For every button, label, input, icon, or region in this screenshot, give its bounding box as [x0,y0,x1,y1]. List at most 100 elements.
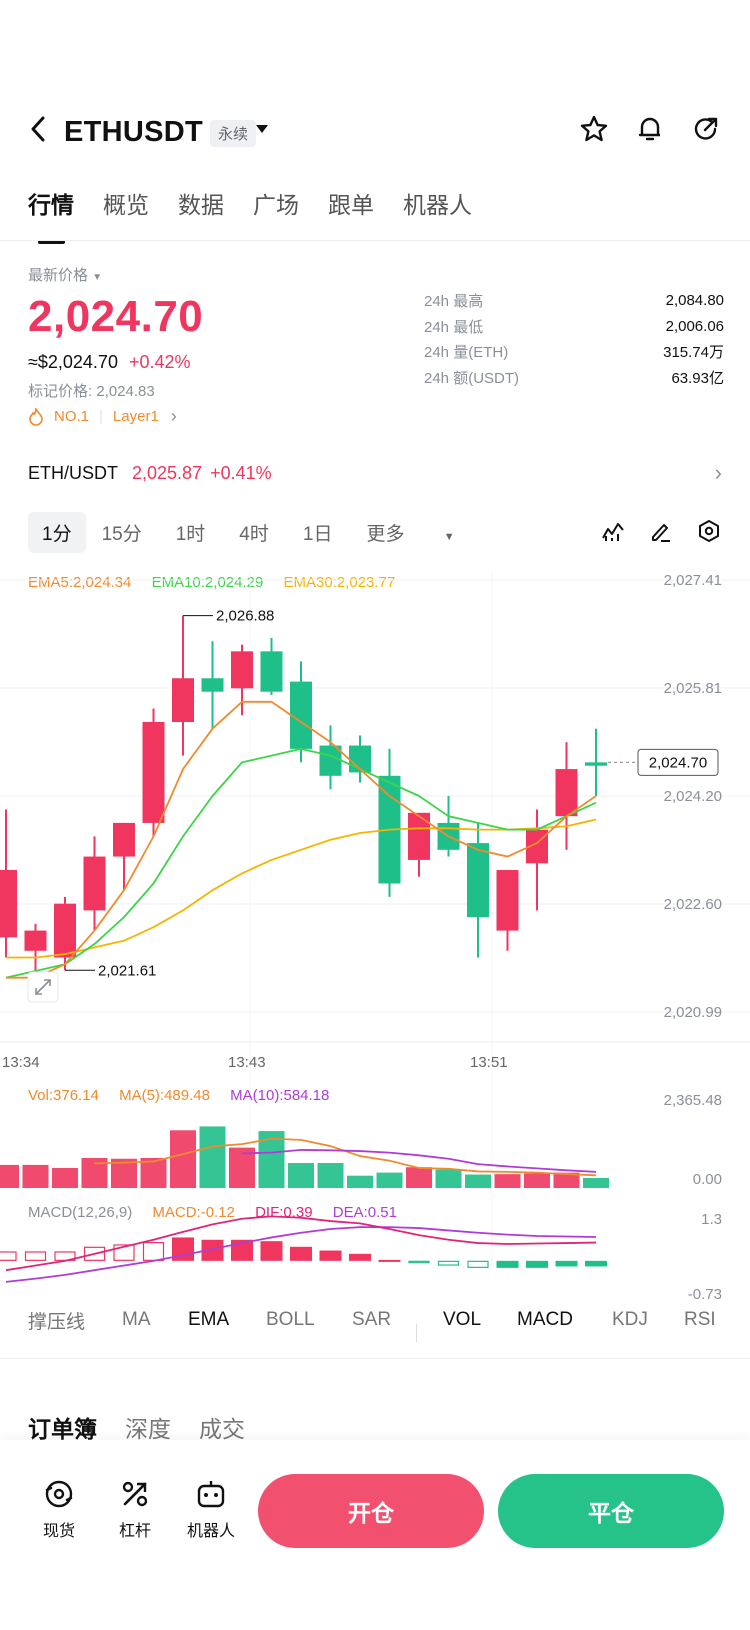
vol-ma10-line [241,1149,597,1173]
candle-body [467,843,489,918]
volume-bar [494,1174,521,1188]
tab-square[interactable]: 广场 [253,192,299,218]
ind-boll[interactable]: BOLL [266,1309,315,1330]
volume-bar [347,1175,373,1188]
tab-overview[interactable]: 概览 [103,192,149,218]
dif-legend: DIF:0.39 [255,1204,313,1221]
dea-legend: DEA:0.51 [332,1204,397,1221]
candle-body [290,681,312,749]
tf-1m[interactable]: 1分 [28,512,86,553]
macd-hist-bar [201,1239,224,1261]
y-tick-label: 2,022.60 [664,896,722,913]
tab-bots[interactable]: 机器人 [403,192,472,218]
macd-hist-bar [142,1242,165,1261]
bot-tool[interactable]: 机器人 [176,1478,246,1541]
back-icon[interactable] [24,114,52,144]
chevron-right-icon: › [170,406,177,426]
volume-bar [229,1147,255,1188]
volume-bar [22,1164,49,1188]
candle-body [142,721,165,823]
stat-row: 24h 最低 2,006.06 [424,317,724,336]
candle-body [0,870,17,938]
macd-params-legend: MACD(12,26,9) [28,1204,133,1221]
ema30-legend: EMA30:2,023.77 [283,574,396,591]
macd-hist-bar [290,1246,312,1261]
spot-row[interactable]: ETH/USDT 2,025.87 +0.41% › [28,460,722,486]
tf-more[interactable]: 更多 ▼ [366,524,455,545]
spot-pair: ETH/USDT [28,462,118,483]
macd-hist-bar [260,1241,283,1261]
tf-15m[interactable]: 15分 [101,524,142,545]
macd-legend: MACD(12,26,9) MACD:-0.12 DIF:0.39 DEA:0.… [28,1204,397,1221]
settings-icon[interactable] [696,518,722,544]
candle-body [83,856,106,911]
ind-support[interactable]: 撑压线 [28,1311,86,1333]
macd-hist-bar [555,1260,578,1267]
macd-value-legend: MACD:-0.12 [152,1204,235,1221]
candle-body [408,812,430,860]
open-position-button[interactable]: 开仓 [258,1474,484,1548]
macd-hist-bar [437,1260,460,1266]
ind-kdj[interactable]: KDJ [612,1309,648,1330]
volume-bar [288,1162,314,1188]
tab-copy-trading[interactable]: 跟单 [328,192,374,218]
latest-price-label[interactable]: 最新价格 ▼ [28,267,103,284]
rank-text: NO.1 [54,408,90,425]
last-price: 2,024.70 [28,292,204,341]
ind-ma[interactable]: MA [122,1309,151,1330]
symbol-dropdown-icon[interactable] [254,122,270,136]
ind-ema[interactable]: EMA [188,1309,230,1330]
perpetual-tag: 永续 [210,120,257,147]
tab-trades[interactable]: 成交 [199,1416,245,1442]
price-chart[interactable]: 2,027.41 2,025.81 2,024.20 2,022.60 2,020.99… [0,570,750,1310]
macd-hist-bar [408,1260,430,1264]
star-icon[interactable] [578,113,610,145]
y-tick-label: 2,024.20 [664,788,722,805]
dea-line [5,1226,597,1283]
spot-tool[interactable]: 现货 [24,1478,94,1541]
dif-line [5,1215,597,1272]
tab-orderbook[interactable]: 订单簿 [28,1416,97,1442]
tf-4h[interactable]: 4时 [239,524,269,545]
indicator-icon[interactable] [600,518,626,544]
ind-vol[interactable]: VOL [443,1309,482,1330]
ema30-line [6,818,597,959]
vol-y-tick: 0.00 [693,1171,722,1188]
volume-bar [52,1167,78,1188]
macd-y-tick: -0.73 [688,1286,722,1303]
ind-rsi[interactable]: RSI [684,1309,716,1330]
draw-pen-icon[interactable] [648,518,674,544]
last-price-box [637,748,719,776]
vol-ma5-legend: MA(5):489.48 [119,1087,210,1104]
tab-depth[interactable]: 深度 [125,1416,171,1442]
volume-bar [583,1177,609,1188]
tf-1h[interactable]: 1时 [175,524,206,545]
x-tick-label: 13:34 [2,1054,40,1071]
mark-price: 标记价格: 2,024.83 [28,383,155,400]
share-icon[interactable] [690,113,722,145]
low-label: 2,021.61 [98,962,156,979]
macd-hist-bar [378,1259,401,1262]
ind-macd[interactable]: MACD [517,1309,573,1330]
rank-badge[interactable]: NO.1 | Layer1 › [28,406,177,427]
vol-legend: Vol:376.14 [28,1087,99,1104]
indicator-divider-line [0,1358,750,1359]
candle-body [172,678,194,722]
ema10-legend: EMA10:2,024.29 [151,574,264,591]
tabs-divider [0,240,750,241]
symbol-title[interactable]: ETHUSDT [64,116,204,148]
tab-data[interactable]: 数据 [178,192,224,218]
x-tick-label: 13:43 [228,1054,266,1071]
tf-1d[interactable]: 1日 [302,524,333,545]
leverage-icon [122,1481,148,1507]
macd-hist-bar [585,1260,607,1267]
margin-tool[interactable]: 杠杆 [100,1478,170,1541]
volume-bar [376,1172,403,1188]
bell-icon[interactable] [634,113,666,145]
spot-change: +0.41% [210,462,272,483]
tab-market[interactable]: 行情 [28,186,74,244]
ind-sar[interactable]: SAR [352,1309,392,1330]
x-tick-label: 13:51 [470,1054,508,1071]
close-position-button[interactable]: 平仓 [498,1474,724,1548]
indicator-divider [416,1324,417,1342]
